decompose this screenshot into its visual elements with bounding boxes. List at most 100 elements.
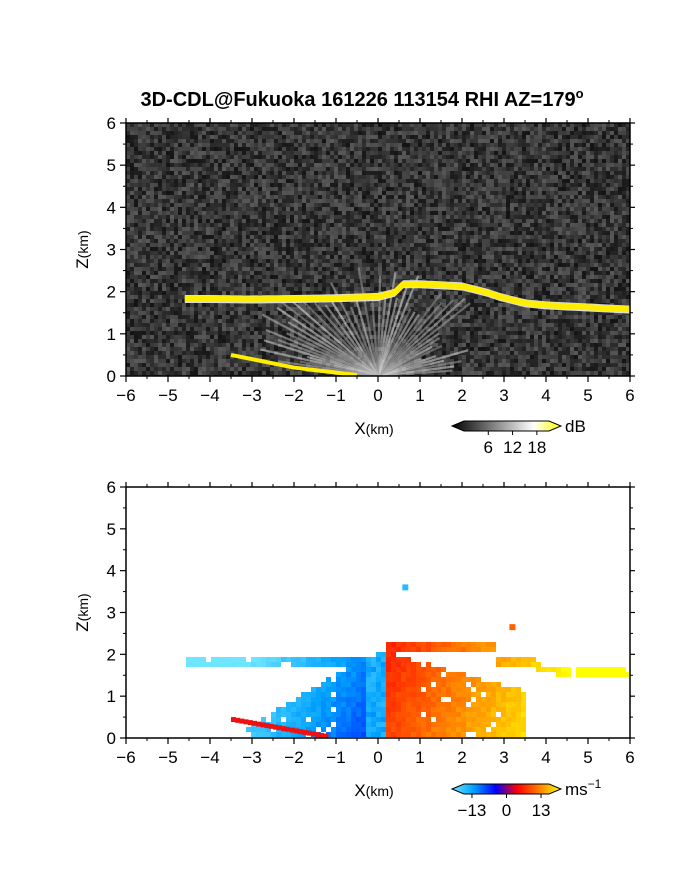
noise-cell bbox=[214, 279, 218, 283]
noise-cell bbox=[278, 171, 282, 175]
noise-cell bbox=[150, 199, 154, 203]
noise-cell bbox=[598, 267, 602, 271]
noise-cell bbox=[258, 207, 262, 211]
noise-cell bbox=[294, 171, 298, 175]
noise-cell bbox=[314, 259, 318, 263]
noise-cell bbox=[450, 251, 454, 255]
noise-cell bbox=[390, 207, 394, 211]
noise-cell bbox=[622, 275, 626, 279]
noise-cell bbox=[514, 123, 518, 127]
noise-cell bbox=[470, 123, 474, 127]
noise-cell bbox=[358, 183, 362, 187]
noise-cell bbox=[150, 175, 154, 179]
noise-cell bbox=[262, 215, 266, 219]
noise-cell bbox=[238, 263, 242, 267]
noise-cell bbox=[210, 239, 214, 243]
noise-cell bbox=[390, 175, 394, 179]
noise-cell bbox=[430, 275, 434, 279]
noise-cell bbox=[310, 175, 314, 179]
noise-cell bbox=[558, 191, 562, 195]
noise-cell bbox=[362, 163, 366, 167]
noise-cell bbox=[498, 239, 502, 243]
noise-cell bbox=[194, 263, 198, 267]
noise-cell bbox=[166, 263, 170, 267]
noise-cell bbox=[626, 195, 630, 199]
noise-cell bbox=[250, 191, 254, 195]
noise-cell bbox=[214, 267, 218, 271]
noise-cell bbox=[614, 215, 618, 219]
noise-cell bbox=[426, 171, 430, 175]
noise-cell bbox=[126, 207, 130, 211]
noise-cell bbox=[210, 219, 214, 223]
noise-cell bbox=[470, 187, 474, 191]
noise-cell bbox=[370, 251, 374, 255]
noise-cell bbox=[478, 219, 482, 223]
noise-cell bbox=[622, 159, 626, 163]
noise-cell bbox=[282, 203, 286, 207]
noise-cell bbox=[174, 123, 178, 127]
noise-cell bbox=[354, 131, 358, 135]
noise-cell bbox=[490, 179, 494, 183]
noise-cell bbox=[298, 247, 302, 251]
noise-cell bbox=[346, 179, 350, 183]
noise-cell bbox=[366, 135, 370, 139]
noise-cell bbox=[626, 243, 630, 247]
noise-cell bbox=[474, 227, 478, 231]
noise-cell bbox=[586, 135, 590, 139]
noise-cell bbox=[282, 151, 286, 155]
noise-cell bbox=[254, 155, 258, 159]
noise-cell bbox=[598, 251, 602, 255]
noise-cell bbox=[610, 159, 614, 163]
noise-cell bbox=[234, 139, 238, 143]
noise-cell bbox=[194, 199, 198, 203]
noise-cell bbox=[222, 247, 226, 251]
noise-cell bbox=[570, 275, 574, 279]
noise-cell bbox=[254, 147, 258, 151]
noise-cell bbox=[170, 175, 174, 179]
noise-cell bbox=[510, 219, 514, 223]
noise-cell bbox=[158, 251, 162, 255]
noise-cell bbox=[506, 215, 510, 219]
noise-cell bbox=[322, 203, 326, 207]
noise-cell bbox=[530, 223, 534, 227]
noise-cell bbox=[438, 155, 442, 159]
noise-cell bbox=[286, 127, 290, 131]
noise-cell bbox=[378, 219, 382, 223]
noise-cell bbox=[626, 247, 630, 251]
noise-cell bbox=[366, 207, 370, 211]
noise-cell bbox=[258, 135, 262, 139]
noise-cell bbox=[318, 227, 322, 231]
noise-cell bbox=[150, 131, 154, 135]
noise-cell bbox=[334, 143, 338, 147]
noise-cell bbox=[594, 127, 598, 131]
noise-cell bbox=[614, 187, 618, 191]
noise-cell bbox=[342, 155, 346, 159]
noise-cell bbox=[426, 179, 430, 183]
noise-cell bbox=[614, 271, 618, 275]
noise-cell bbox=[486, 243, 490, 247]
noise-cell bbox=[606, 191, 610, 195]
noise-cell bbox=[210, 267, 214, 271]
noise-cell bbox=[146, 159, 150, 163]
noise-cell bbox=[178, 199, 182, 203]
noise-cell bbox=[366, 223, 370, 227]
noise-cell bbox=[250, 219, 254, 223]
noise-cell bbox=[562, 219, 566, 223]
noise-cell bbox=[578, 275, 582, 279]
noise-cell bbox=[242, 259, 246, 263]
noise-cell bbox=[378, 131, 382, 135]
noise-cell bbox=[434, 239, 438, 243]
noise-cell bbox=[354, 183, 358, 187]
noise-cell bbox=[166, 155, 170, 159]
noise-cell bbox=[330, 195, 334, 199]
noise-cell bbox=[450, 139, 454, 143]
noise-cell bbox=[394, 207, 398, 211]
noise-cell bbox=[438, 239, 442, 243]
noise-cell bbox=[566, 259, 570, 263]
noise-cell bbox=[498, 215, 502, 219]
noise-cell bbox=[510, 155, 514, 159]
noise-cell bbox=[594, 183, 598, 187]
noise-cell bbox=[562, 167, 566, 171]
noise-cell bbox=[462, 199, 466, 203]
noise-cell bbox=[538, 155, 542, 159]
